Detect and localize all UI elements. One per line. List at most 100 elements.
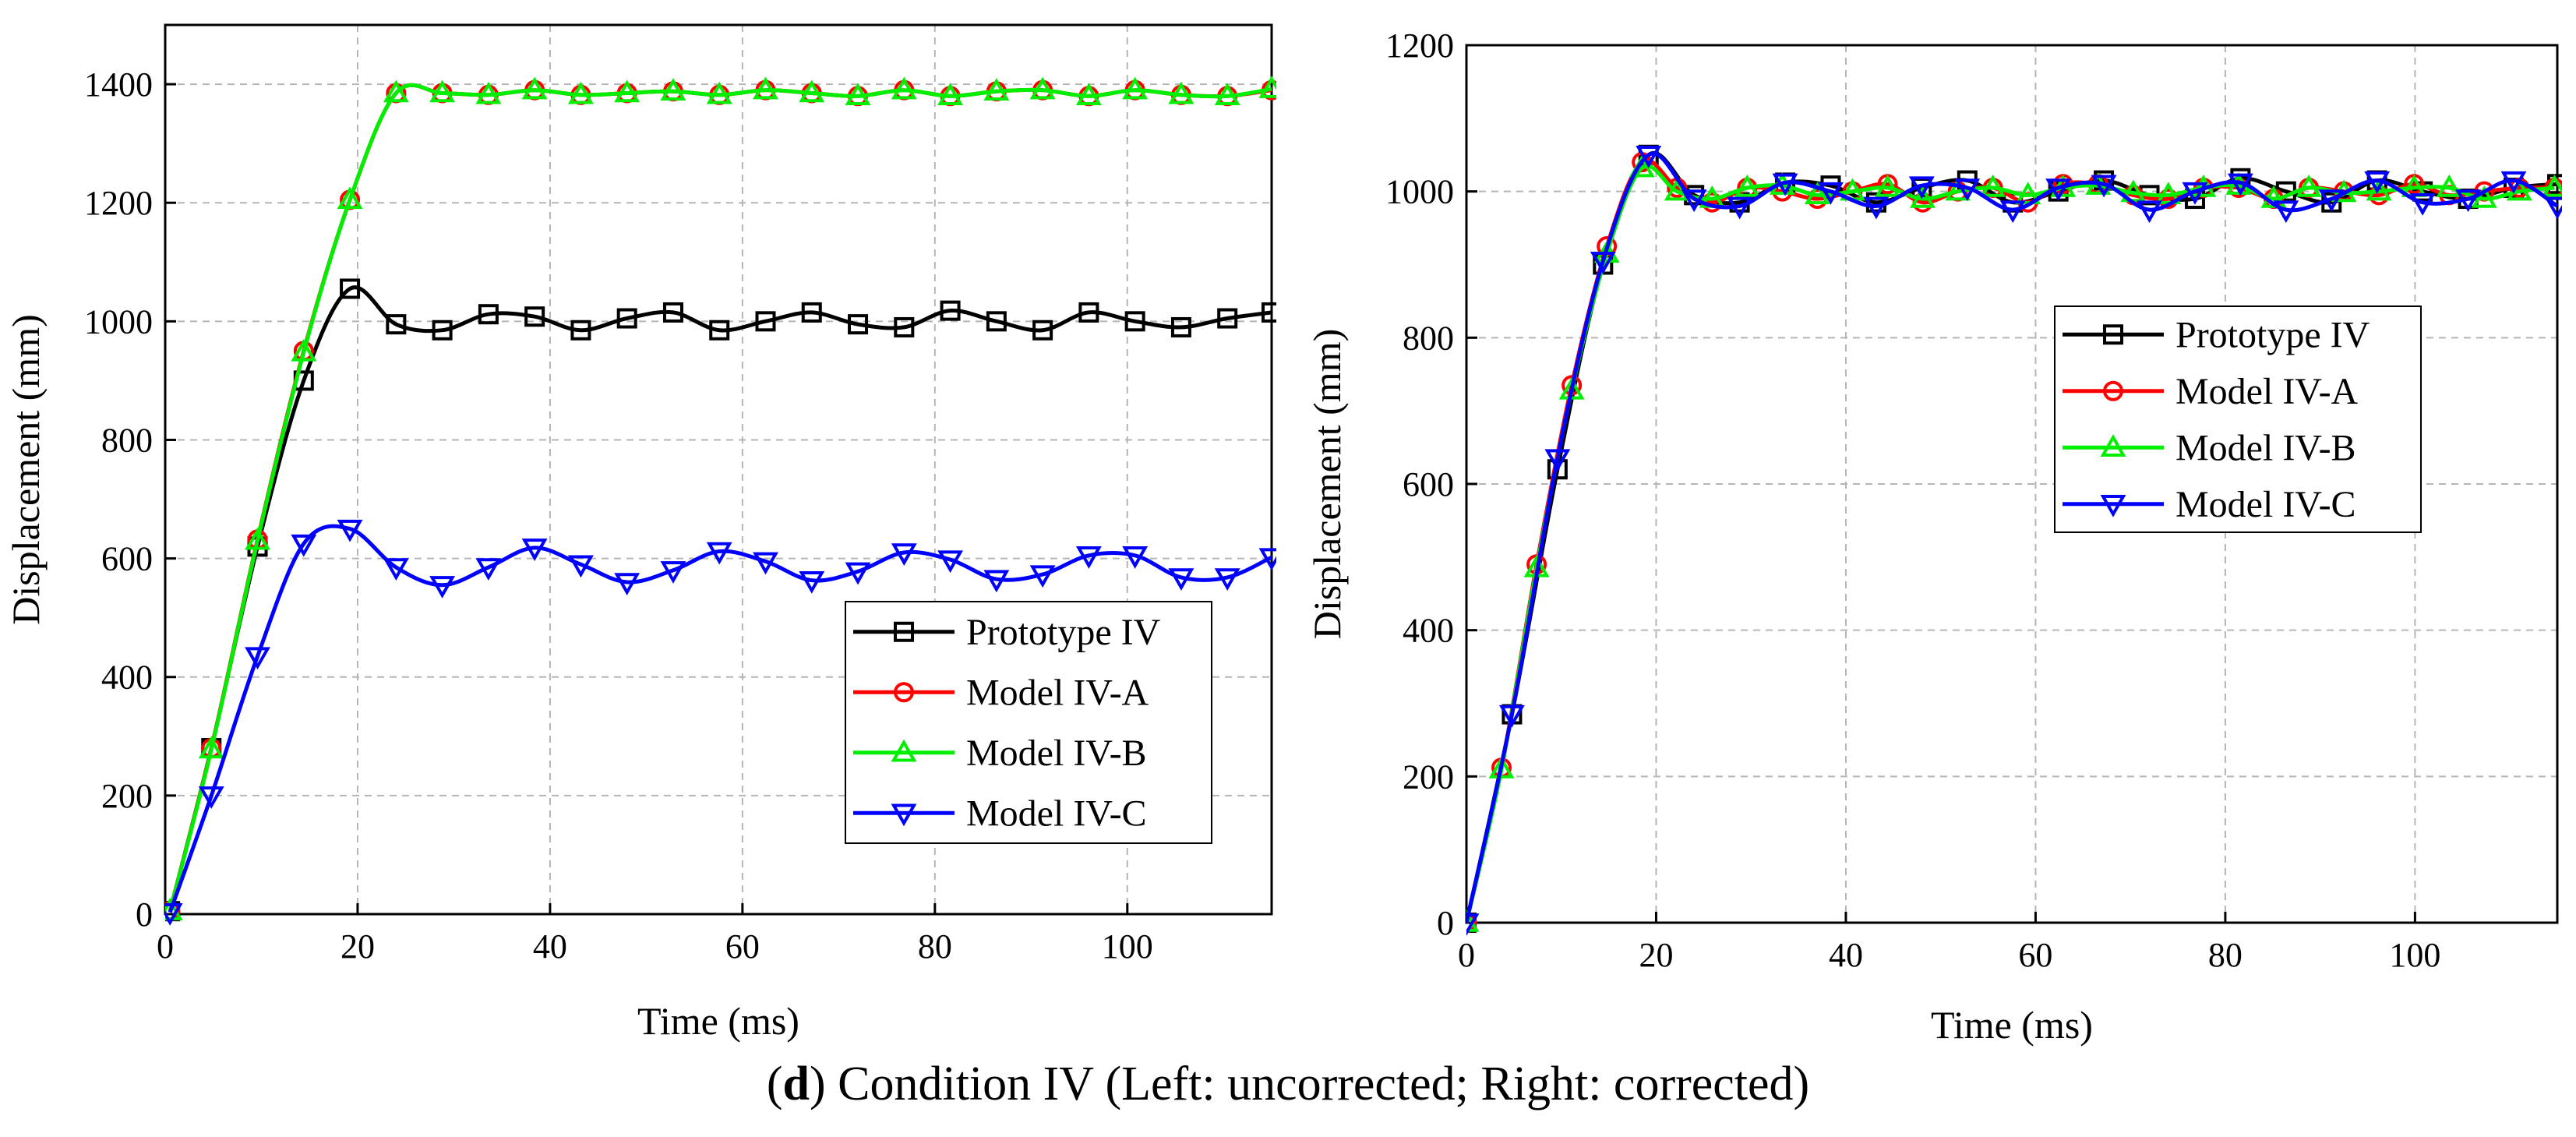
data-point-model-iv-b — [475, 81, 502, 104]
data-point-model-iv-c — [2500, 171, 2527, 194]
y-tick-label: 1000 — [84, 302, 153, 341]
x-tick-label: 40 — [1829, 936, 1863, 974]
data-point-model-iv-b — [383, 79, 409, 103]
data-point-model-iv-c — [383, 558, 409, 581]
data-point-prototype-iv — [1078, 302, 1099, 323]
data-point-model-iv-c — [891, 543, 917, 567]
data-point-model-iv-b — [1488, 755, 1515, 779]
y-tick-label: 1200 — [1385, 26, 1454, 65]
data-point-model-iv-b — [1122, 76, 1149, 100]
data-point-model-iv-c — [2273, 200, 2299, 224]
data-point-model-iv-b — [291, 338, 317, 362]
data-point-model-iv-b — [2436, 174, 2462, 197]
data-point-model-iv-c — [1908, 176, 1935, 200]
x-axis-label: Time (ms) — [637, 999, 799, 1043]
data-point-model-iv-b — [2471, 185, 2497, 208]
data-point-model-iv-b — [1258, 76, 1276, 98]
y-tick-label: 200 — [1403, 757, 1454, 796]
legend-label-prototype-iv: Prototype IV — [2175, 314, 2370, 355]
legend-marker-model-iv-c — [891, 803, 917, 827]
data-point-prototype-iv — [478, 304, 499, 325]
data-point-model-iv-b — [799, 79, 825, 103]
data-point-prototype-iv — [1217, 308, 1238, 329]
data-point-model-iv-c — [1954, 178, 1981, 202]
x-tick-label: 20 — [341, 927, 375, 966]
series-line-model-iv-c — [168, 524, 1273, 913]
series-model-iv-b — [1466, 154, 2562, 932]
x-axis-label: Time (ms) — [1931, 1003, 2093, 1047]
series-line-prototype-iv — [168, 285, 1272, 912]
data-point-model-iv-c — [567, 555, 594, 578]
data-point-model-iv-c — [2137, 200, 2162, 224]
data-point-model-iv-c — [1999, 200, 2026, 224]
data-point-prototype-iv — [616, 308, 637, 329]
x-tick-label: 20 — [1639, 936, 1673, 974]
series-model-iv-b — [165, 76, 1276, 920]
data-point-model-iv-c — [2045, 178, 2072, 202]
data-point-model-iv-c — [2544, 196, 2562, 220]
data-point-model-iv-c — [2409, 192, 2436, 216]
data-point-model-iv-c — [614, 573, 640, 596]
series-line-model-iv-c — [1466, 151, 2559, 923]
data-point-model-iv-c — [660, 561, 686, 584]
series-line-prototype-iv — [1466, 150, 2558, 923]
data-point-model-iv-c — [753, 552, 778, 575]
legend-marker-prototype-iv — [2103, 324, 2123, 345]
series-model-iv-c — [1466, 146, 2562, 937]
data-point-model-iv-c — [1214, 568, 1240, 591]
y-tick-label: 400 — [101, 659, 153, 697]
series-model-iv-a — [1466, 152, 2562, 933]
data-point-model-iv-b — [845, 83, 871, 106]
legend-marker-model-iv-c — [2100, 495, 2126, 517]
y-tick-label: 800 — [1403, 319, 1454, 357]
data-point-model-iv-c — [1544, 449, 1571, 472]
x-tick-label: 80 — [2208, 936, 2243, 974]
series-line-model-iv-b — [168, 83, 1272, 912]
data-point-model-iv-c — [706, 542, 732, 565]
x-tick-label: 80 — [918, 927, 952, 966]
y-tick-label: 600 — [101, 540, 153, 578]
data-point-model-iv-c — [1863, 196, 1890, 220]
series-line-model-iv-a — [1466, 158, 2555, 923]
y-tick-label: 400 — [1403, 612, 1454, 650]
legend-marker-model-iv-b — [2100, 434, 2126, 457]
data-point-prototype-iv — [755, 311, 776, 332]
data-point-model-iv-b — [1734, 174, 1760, 197]
y-tick-label: 200 — [101, 777, 153, 815]
data-point-model-iv-c — [799, 570, 825, 594]
data-point-model-iv-b — [1214, 83, 1240, 106]
data-point-model-iv-c — [429, 576, 456, 599]
legend-marker-model-iv-a — [2103, 380, 2123, 401]
legend: Prototype IV Model IV-A Model IV-B Model IV… — [845, 601, 1212, 844]
y-tick-label: 1200 — [84, 184, 153, 222]
data-point-model-iv-c — [1590, 252, 1616, 274]
data-point-prototype-iv — [340, 278, 361, 299]
data-point-model-iv-c — [1727, 196, 1753, 220]
data-point-model-iv-b — [165, 898, 183, 920]
data-point-model-iv-b — [937, 83, 964, 106]
data-point-model-iv-c — [2227, 173, 2253, 196]
data-point-prototype-iv — [1262, 302, 1276, 323]
data-point-model-iv-b — [706, 81, 732, 104]
data-point-prototype-iv — [2547, 174, 2562, 195]
data-point-prototype-iv — [709, 320, 730, 341]
y-tick-label: 0 — [1437, 904, 1454, 942]
data-point-prototype-iv — [940, 300, 961, 321]
data-point-prototype-iv — [1170, 316, 1191, 337]
data-point-model-iv-b — [521, 76, 548, 100]
data-point-model-iv-b — [614, 79, 640, 103]
data-point-model-iv-b — [1804, 182, 1830, 205]
data-point-model-iv-c — [2364, 171, 2391, 194]
data-point-model-iv-c — [291, 534, 317, 557]
data-point-model-iv-c — [983, 570, 1010, 593]
data-point-model-iv-b — [2015, 182, 2041, 205]
data-point-model-iv-c — [2182, 182, 2208, 205]
data-point-model-iv-b — [1075, 83, 1102, 106]
data-point-model-iv-b — [2295, 174, 2322, 197]
data-point-model-iv-b — [337, 186, 363, 210]
data-point-model-iv-a — [1466, 913, 1477, 933]
data-point-prototype-iv — [432, 320, 453, 341]
legend: Prototype IV Model IV-A Model IV-B Model IV… — [2054, 305, 2422, 533]
data-point-model-iv-c — [165, 902, 183, 926]
